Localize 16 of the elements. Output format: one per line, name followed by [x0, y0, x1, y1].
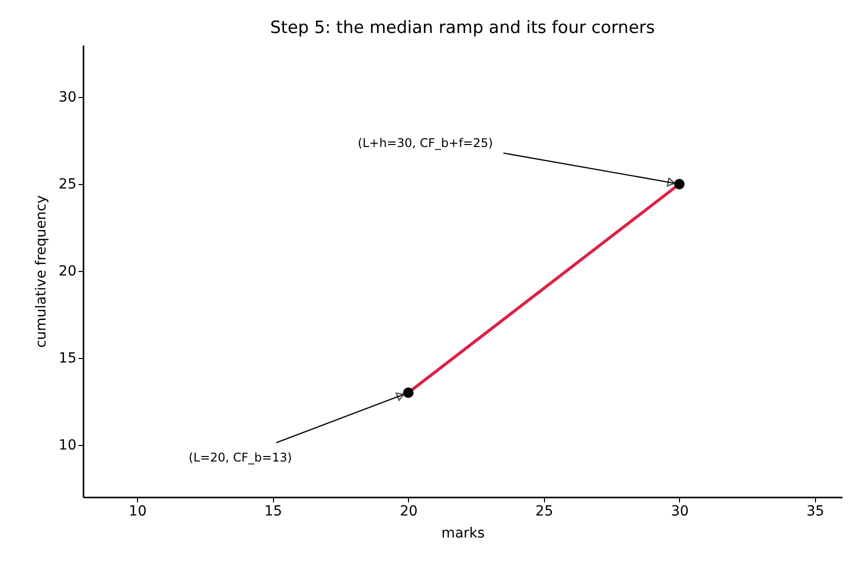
x-tick-label: 20: [400, 504, 418, 520]
annotation: (L+h=30, CF_b+f=25): [358, 136, 493, 150]
x-tick-label: 15: [264, 504, 282, 520]
x-tick-label: 35: [806, 504, 824, 520]
y-tick-label: 15: [58, 350, 76, 366]
x-axis-title: marks: [441, 526, 485, 542]
y-tick-label: 10: [58, 437, 76, 454]
y-tick-label: 25: [58, 176, 76, 193]
y-tick-label: 20: [58, 264, 76, 280]
annotation: (L=20, CF_b=13): [188, 450, 292, 465]
chart-title: Step 5: the median ramp and its four corners: [270, 18, 656, 38]
y-tick-label: 30: [58, 90, 76, 106]
y-axis-title: cumulative frequency: [34, 195, 50, 348]
x-tick-label: 30: [670, 504, 689, 520]
x-tick-label: 10: [128, 504, 147, 520]
x-tick-label: 25: [535, 504, 554, 520]
